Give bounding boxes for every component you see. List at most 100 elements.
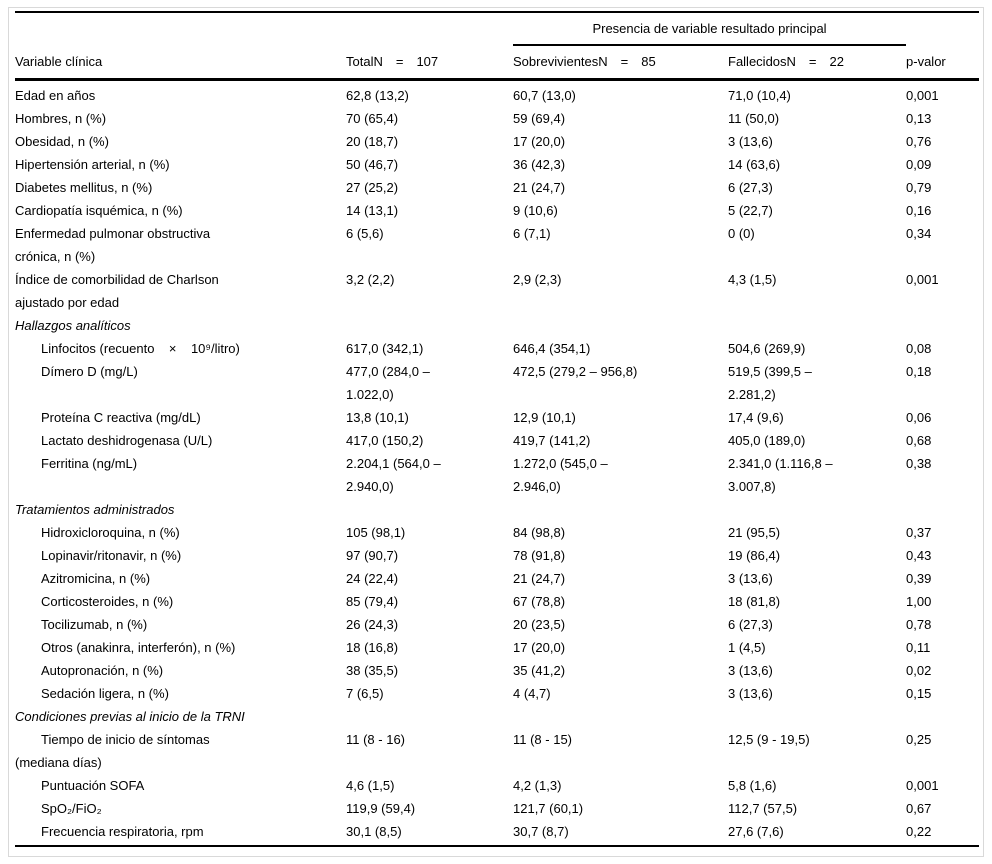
deceased-value: 3 (13,6) [728, 663, 773, 678]
p-value: 0,001 [906, 272, 939, 287]
p-value: 0,34 [906, 226, 932, 241]
section-row: Hallazgos analíticos [15, 314, 979, 337]
outcome-spanner-header: Presencia de variable resultado principa… [513, 11, 907, 46]
total-value: 4,6 (1,5) [346, 778, 395, 793]
total-value: 85 (79,4) [346, 594, 399, 609]
table-row: Autopronación, n (%) 38 (35,5) 35 (41,2) 3 … [15, 659, 979, 682]
variable-label: Lactato deshidrogenasa (U/L) [41, 433, 213, 448]
variable-label: Proteína C reactiva (mg/dL) [41, 410, 201, 425]
deceased-value: 6 (27,3) [728, 617, 773, 632]
variable-label: Puntuación SOFA [41, 778, 145, 793]
total-value: 119,9 (59,4) [346, 801, 416, 816]
survivors-value: 4,2 (1,3) [513, 778, 562, 793]
variable-label: SpO₂/FiO₂ [41, 801, 102, 816]
variable-label: Hombres, n (%) [15, 111, 107, 126]
table-row: Hipertensión arterial, n (%) 50 (46,7) 36 … [15, 153, 979, 176]
variable-label: Índice de comorbilidad de Charlson ajust… [15, 272, 219, 310]
table-row: Obesidad, n (%) 20 (18,7) 17 (20,0) 3 (13,6… [15, 130, 979, 153]
p-value: 0,76 [906, 134, 932, 149]
table-row: Enfermedad pulmonar obstructiva crónica,… [15, 222, 979, 268]
total-value: 18 (16,8) [346, 640, 399, 655]
deceased-value: 1 (4,5) [728, 640, 766, 655]
table-row: Azitromicina, n (%) 24 (22,4) 21 (24,7) 3 (… [15, 567, 979, 590]
total-value: 30,1 (8,5) [346, 820, 513, 847]
p-value: 0,67 [906, 801, 932, 816]
deceased-value: 6 (27,3) [728, 180, 773, 195]
deceased-value: 27,6 (7,6) [728, 820, 907, 847]
survivors-value: 12,9 (10,1) [513, 410, 576, 425]
p-value: 0,68 [906, 433, 932, 448]
total-value: 24 (22,4) [346, 571, 399, 586]
variable-label: Tiempo de inicio de síntomas (mediana dí… [15, 732, 210, 770]
total-value: 2.204,1 (564,0 – 2.940,0) [346, 456, 441, 494]
clinical-variables-table: Presencia de variable resultado principa… [15, 11, 980, 847]
p-value: 0,001 [906, 88, 939, 103]
table-row: Diabetes mellitus, n (%) 27 (25,2) 21 (24,… [15, 176, 979, 199]
p-value: 0,02 [906, 663, 932, 678]
p-value: 0,11 [906, 640, 931, 655]
variable-label: Obesidad, n (%) [15, 134, 109, 149]
deceased-value: 5,8 (1,6) [728, 778, 777, 793]
survivors-label: SobrevivientesN [513, 54, 608, 69]
total-value: 62,8 (13,2) [346, 88, 409, 103]
section-label: Condiciones previas al inicio de la TRNI [15, 709, 245, 724]
p-value: 0,39 [906, 571, 932, 586]
total-value: 13,8 (10,1) [346, 410, 409, 425]
survivors-value: 17 (20,0) [513, 134, 566, 149]
deceased-value: 71,0 (10,4) [728, 88, 791, 103]
col-header-deceased: FallecidosN = 22 [728, 45, 907, 81]
table-row: Dímero D (mg/L) 477,0 (284,0 – 1.022,0) 47… [15, 360, 979, 406]
table-row: Proteína C reactiva (mg/dL) 13,8 (10,1) 12… [15, 406, 979, 429]
deceased-value: 519,5 (399,5 – 2.281,2) [728, 364, 812, 402]
table-frame: Presencia de variable resultado principa… [8, 7, 984, 857]
total-value: 3,2 (2,2) [346, 272, 395, 287]
total-value: 7 (6,5) [346, 686, 384, 701]
survivors-value: 1.272,0 (545,0 – 2.946,0) [513, 456, 608, 494]
total-value: 97 (90,7) [346, 548, 399, 563]
p-value: 0,06 [906, 410, 932, 425]
variable-label: Cardiopatía isquémica, n (%) [15, 203, 183, 218]
deceased-value: 3 (13,6) [728, 686, 773, 701]
survivors-value: 20 (23,5) [513, 617, 566, 632]
col-header-survivors: SobrevivientesN = 85 [513, 45, 728, 81]
total-label: TotalN [346, 54, 383, 69]
survivors-equals: = [620, 54, 629, 69]
variable-label: Frecuencia respiratoria, rpm [15, 820, 346, 847]
variable-label: Linfocitos (recuento × 10⁹/litro) [41, 341, 240, 356]
p-value: 0,78 [906, 617, 932, 632]
variable-label: Diabetes mellitus, n (%) [15, 180, 153, 195]
section-label: Tratamientos administrados [15, 502, 175, 517]
survivors-value: 67 (78,8) [513, 594, 566, 609]
p-value: 0,15 [906, 686, 932, 701]
total-value: 26 (24,3) [346, 617, 399, 632]
deceased-value: 17,4 (9,6) [728, 410, 784, 425]
deceased-value: 2.341,0 (1.116,8 – 3.007,8) [728, 456, 833, 494]
deceased-value: 4,3 (1,5) [728, 272, 777, 287]
total-value: 50 (46,7) [346, 157, 399, 172]
total-value: 6 (5,6) [346, 226, 384, 241]
p-value: 0,001 [906, 778, 939, 793]
survivors-value: 9 (10,6) [513, 203, 558, 218]
section-row: Condiciones previas al inicio de la TRNI [15, 705, 979, 728]
survivors-value: 6 (7,1) [513, 226, 551, 241]
survivors-value: 59 (69,4) [513, 111, 566, 126]
survivors-value: 121,7 (60,1) [513, 801, 584, 816]
col-header-pvalue: p-valor [906, 45, 980, 81]
total-value: 105 (98,1) [346, 525, 406, 540]
variable-label: Lopinavir/ritonavir, n (%) [41, 548, 182, 563]
table-body: Edad en años 62,8 (13,2) 60,7 (13,0) 71,0 (… [15, 80, 980, 847]
deceased-value: 0 (0) [728, 226, 755, 241]
column-header-row: Variable clínica TotalN = 107 Sobrevivient… [15, 45, 980, 81]
survivors-value: 84 (98,8) [513, 525, 566, 540]
spanner-row: Presencia de variable resultado principa… [15, 11, 980, 46]
p-value: 0,25 [906, 732, 932, 747]
deceased-value: 19 (86,4) [728, 548, 781, 563]
survivors-value: 36 (42,3) [513, 157, 566, 172]
table-row: SpO₂/FiO₂ 119,9 (59,4) 121,7 (60,1) 112,7 (… [15, 797, 979, 820]
deceased-value: 5 (22,7) [728, 203, 773, 218]
deceased-value: 14 (63,6) [728, 157, 781, 172]
table-row: Puntuación SOFA 4,6 (1,5) 4,2 (1,3) 5,8 (1,… [15, 774, 979, 797]
table-header: Presencia de variable resultado principa… [15, 11, 980, 81]
total-value: 27 (25,2) [346, 180, 399, 195]
section-row: Tratamientos administrados [15, 498, 979, 521]
